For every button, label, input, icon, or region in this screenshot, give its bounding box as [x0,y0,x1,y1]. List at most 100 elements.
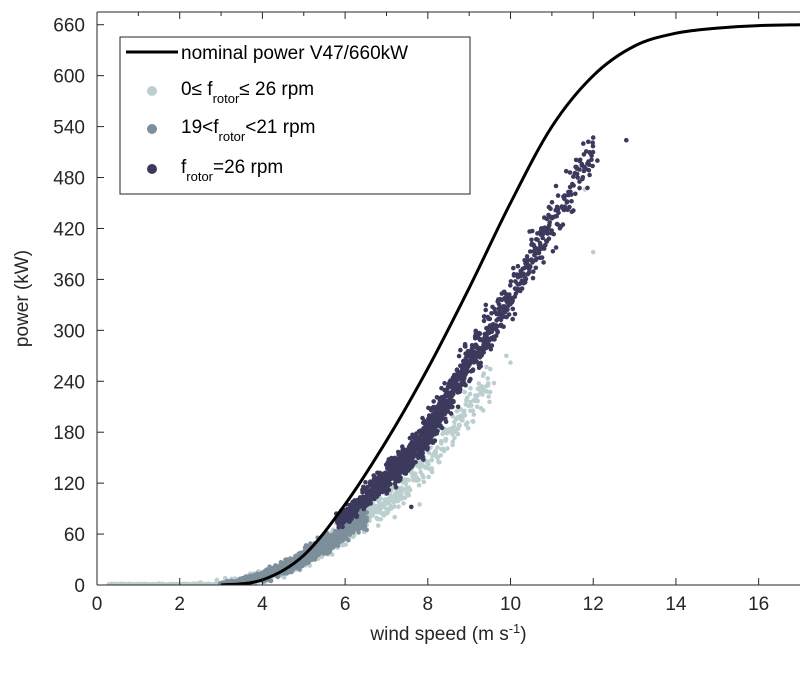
scatter-point-max [456,353,462,359]
legend-item-max: frotor=26 rpm [147,157,283,184]
y-tick-label: 360 [53,270,85,291]
scatter-point-all [464,398,469,403]
scatter-point-max [550,249,556,254]
legend-label: 0≤ frotor≤ 26 rpm [181,79,314,106]
scatter-point-all [480,408,486,413]
scatter-point-all [443,436,449,442]
x-tick-label: 10 [500,594,521,615]
scatter-point-max [462,342,468,347]
scatter-point-max [566,189,571,195]
scatter-point-all [474,404,480,410]
y-tick-label: 240 [53,372,85,393]
scatter-point-max [478,360,484,366]
scatter-point-max [507,292,512,297]
legend-marker-swatch [147,124,157,134]
scatter-point-all [392,504,397,509]
scatter-point-all [462,408,467,414]
scatter-point-all [416,477,422,483]
scatter-point-all [452,424,457,429]
scatter-point-all [417,502,422,507]
scatter-point-all [462,412,468,418]
scatter-point-all [470,408,476,414]
scatter-point-max [595,158,600,163]
legend-item-nominal: nominal power V47/660kW [126,43,408,64]
scatter-point-max [560,222,566,227]
scatter-point-max [553,183,559,189]
y-axis-label: power (kW) [12,250,33,347]
scatter-point-max [571,208,576,213]
scatter-point-all [391,499,397,505]
scatter-point-max [574,171,580,177]
scatter-point-max [462,376,467,381]
legend-marker-swatch [147,164,157,174]
scatter-point-max [458,347,463,353]
scatter-point-max [384,491,390,496]
series-line-nominal [220,23,800,585]
scatter-point-max [540,235,545,241]
scatter-point-max [483,302,489,308]
legend-label: 19<frotor<21 rpm [181,117,315,144]
scatter-point-all [465,425,471,431]
scatter-point-max [555,207,561,212]
scatter-point-max [535,237,540,242]
scatter-point-max [573,191,578,197]
scatter-point-max [421,457,426,462]
scatter-point-all [426,450,432,456]
scatter-point-max [562,196,567,202]
scatter-point-all [445,446,450,451]
scatter-point-all [484,389,490,394]
scatter-point-max [493,333,499,339]
scatter-point-all [392,514,398,520]
scatter-point-all [450,442,455,448]
scatter-point-mid [268,578,274,584]
scatter-point-max [468,376,473,382]
scatter-point-max [581,141,586,146]
scatter-point-all [406,477,412,483]
scatter-point-max [450,404,455,410]
scatter-point-all [449,429,454,435]
scatter-point-max [386,487,392,493]
scatter-point-all [429,458,435,463]
legend-label-subscript: rotor [186,169,213,184]
scatter-point-max [580,176,585,182]
y-tick-label: 600 [53,67,85,88]
scatter-point-max [407,435,413,441]
scatter-point-max [488,346,494,352]
scatter-point-max [590,140,595,145]
scatter-point-all [400,487,406,493]
scatter-point-max [551,231,556,237]
legend-label-part: ≤ 26 rpm [239,79,314,100]
scatter-point-max [354,514,360,520]
scatter-point-max [590,149,596,155]
y-tick-label: 300 [53,321,85,342]
scatter-point-max [512,311,518,317]
scatter-point-all [441,430,446,435]
scatter-point-max [586,139,591,145]
scatter-point-max [555,193,561,198]
scatter-point-max [458,387,463,392]
x-tick-label: 8 [423,594,434,615]
scatter-point-mid [316,552,321,558]
legend-label-subscript: rotor [219,129,246,144]
scatter-point-max [589,153,594,158]
scatter-point-max [567,170,573,175]
scatter-point-all [439,441,444,446]
x-tick-label: 14 [665,594,687,615]
scatter-point-max [512,294,518,300]
scatter-point-all [452,435,457,441]
scatter-point-max [545,231,550,236]
scatter-point-max [443,419,449,425]
scatter-point-max [448,411,454,416]
scatter-point-all [412,471,418,476]
scatter-point-max [577,167,582,172]
scatter-point-max [541,260,546,265]
legend-label-part: 0≤ f [181,79,213,100]
scatter-point-all [457,423,463,428]
scatter-point-max [336,524,342,530]
legend-label-part: =26 rpm [213,157,283,178]
scatter-point-max [586,162,592,168]
scatter-point-max [450,392,456,397]
scatter-point-max [511,265,516,271]
scatter-point-all [487,399,492,405]
